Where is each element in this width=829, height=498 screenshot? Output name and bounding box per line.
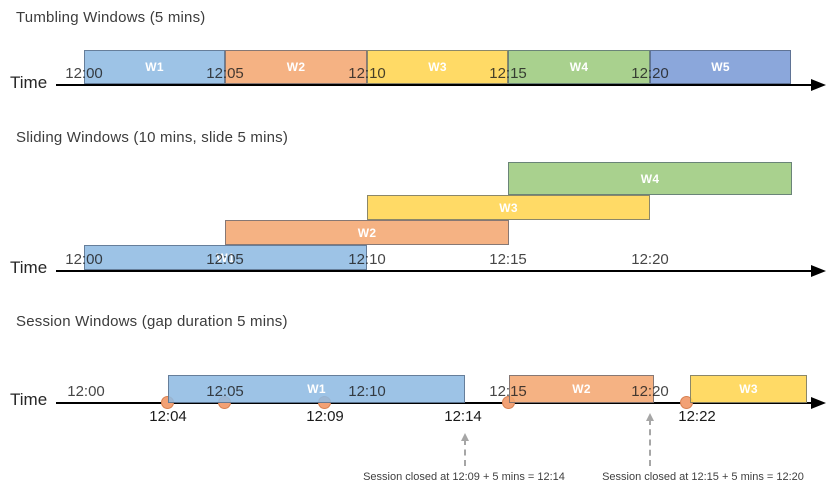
tick-label: 12:20 <box>631 383 669 400</box>
tumbling-title: Tumbling Windows (5 mins) <box>16 9 206 26</box>
tumbling-window-bar-w3: W3 <box>367 50 508 84</box>
tick-label: 12:15 <box>489 65 527 82</box>
session-timeline <box>56 402 812 404</box>
session-annotation: Session closed at 12:09 + 5 mins = 12:14 <box>363 471 565 483</box>
session-timeline-arrowhead-icon <box>811 397 826 409</box>
sliding-timeline <box>56 270 812 272</box>
tick-label: 12:00 <box>65 251 103 268</box>
tick-label: 12:05 <box>206 383 244 400</box>
window-label: W3 <box>499 200 518 215</box>
window-label: W1 <box>216 250 235 265</box>
sliding-timeline-arrowhead-icon <box>811 265 826 277</box>
window-label: W3 <box>739 382 758 396</box>
tumbling-timeline-arrowhead-icon <box>811 79 826 91</box>
tick-label: 12:15 <box>489 383 527 400</box>
tumbling-time-axis-label: Time <box>10 73 48 92</box>
window-label: W5 <box>711 60 730 74</box>
dashed-arrow <box>646 413 654 466</box>
sliding-title: Sliding Windows (10 mins, slide 5 mins) <box>16 129 289 146</box>
window-label: W4 <box>569 60 589 74</box>
tumbling-window-bar-w1: W1 <box>84 50 225 84</box>
session-title: Session Windows (gap duration 5 mins) <box>16 313 288 330</box>
event-time-label: 12:14 <box>444 408 482 425</box>
tumbling-window-bar-w4: W4 <box>508 50 650 84</box>
sliding-window-bar-w3: W3 <box>367 195 650 220</box>
window-label: W2 <box>286 60 306 74</box>
session-window-bar-w3: W3 <box>690 375 807 403</box>
dashed-arrow <box>461 433 469 466</box>
window-label: W4 <box>640 171 660 186</box>
event-time-label: 12:09 <box>306 408 344 425</box>
tick-label: 12:10 <box>348 383 386 400</box>
window-label: W1 <box>145 60 164 74</box>
tick-label: 12:00 <box>67 383 105 400</box>
tick-label: 12:10 <box>348 65 386 82</box>
tumbling-window-bar-w2: W2 <box>225 50 367 84</box>
event-time-label: 12:22 <box>678 408 716 425</box>
sliding-window-bar-w2: W2 <box>225 220 509 245</box>
sliding-time-axis-label: Time <box>10 258 48 277</box>
dashed-arrowhead-icon <box>461 433 469 441</box>
tick-label: 12:20 <box>631 65 669 82</box>
tick-label: 12:05 <box>206 251 244 268</box>
session-window-bar-w2: W2 <box>509 375 654 403</box>
tick-label: 12:10 <box>348 251 386 268</box>
tick-label: 12:15 <box>489 251 527 268</box>
tick-label: 12:05 <box>206 65 244 82</box>
window-label: W2 <box>357 225 377 240</box>
session-time-axis-label: Time <box>10 390 48 409</box>
tumbling-window-bar-w5: W5 <box>650 50 791 84</box>
event-time-label: 12:04 <box>149 408 187 425</box>
session-annotation: Session closed at 12:15 + 5 mins = 12:20 <box>602 471 804 483</box>
session-window-bar-w1: W1 <box>168 375 465 403</box>
tumbling-timeline <box>56 84 812 86</box>
window-label: W3 <box>428 60 447 74</box>
sliding-window-bar-w1: W1 <box>84 245 367 270</box>
sliding-window-bar-w4: W4 <box>508 162 792 195</box>
window-label: W2 <box>572 382 591 396</box>
tick-label: 12:00 <box>65 65 103 82</box>
tick-label: 12:20 <box>631 251 669 268</box>
window-label: W1 <box>307 382 326 396</box>
dashed-arrowhead-icon <box>646 413 654 421</box>
